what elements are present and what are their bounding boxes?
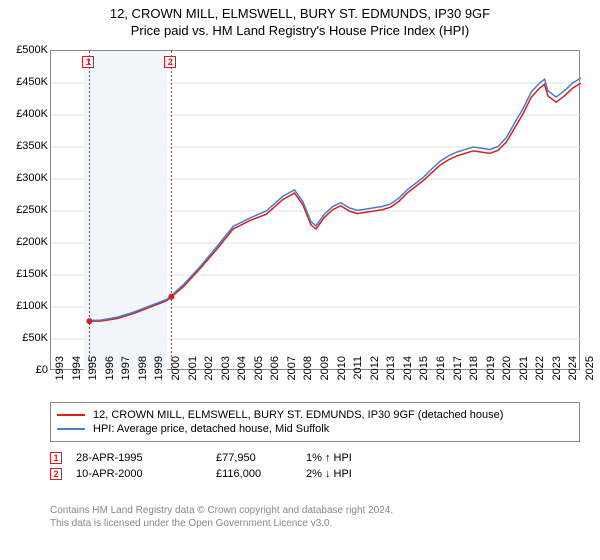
x-tick-label: 2008 <box>302 356 314 386</box>
sale-row-marker: 1 <box>50 452 62 464</box>
y-tick-label: £350K <box>4 140 48 152</box>
x-tick-label: 2005 <box>253 356 265 386</box>
x-tick-label: 2002 <box>203 356 215 386</box>
sale-hpi: 1% ↑ HPI <box>306 452 386 464</box>
legend-swatch <box>57 414 85 416</box>
x-tick-label: 2018 <box>468 356 480 386</box>
x-tick-label: 1995 <box>87 356 99 386</box>
sale-row: 2 10-APR-2000£116,0002% ↓ HPI <box>50 468 580 480</box>
x-tick-label: 2010 <box>336 356 348 386</box>
x-tick-label: 2017 <box>452 356 464 386</box>
x-tick-label: 2007 <box>286 356 298 386</box>
sale-marker-2: 2 <box>164 56 176 68</box>
sale-date: 28-APR-1995 <box>76 452 216 464</box>
y-tick-label: £100K <box>4 300 48 312</box>
sales-table: 1 28-APR-1995£77,9501% ↑ HPI 2 10-APR-2000£… <box>50 448 580 484</box>
y-tick-label: £150K <box>4 268 48 280</box>
y-tick-label: £250K <box>4 204 48 216</box>
x-tick-label: 2000 <box>170 356 182 386</box>
x-tick-label: 2016 <box>435 356 447 386</box>
plot-area <box>50 50 580 370</box>
x-tick-label: 1996 <box>104 356 116 386</box>
x-tick-label: 2014 <box>402 356 414 386</box>
y-tick-label: £450K <box>4 76 48 88</box>
sale-hpi: 2% ↓ HPI <box>306 468 386 480</box>
x-tick-label: 1997 <box>120 356 132 386</box>
x-tick-label: 2012 <box>369 356 381 386</box>
x-tick-label: 1998 <box>137 356 149 386</box>
x-tick-label: 2021 <box>518 356 530 386</box>
x-tick-label: 2015 <box>418 356 430 386</box>
chart-container: 12, CROWN MILL, ELMSWELL, BURY ST. EDMUN… <box>0 0 600 560</box>
sale-row-marker: 2 <box>50 468 62 480</box>
x-tick-label: 2019 <box>485 356 497 386</box>
x-tick-label: 2022 <box>534 356 546 386</box>
x-tick-label: 2009 <box>319 356 331 386</box>
plot-svg <box>51 51 581 371</box>
sale-price: £77,950 <box>216 452 306 464</box>
x-tick-label: 2024 <box>567 356 579 386</box>
y-tick-label: £0 <box>4 364 48 376</box>
x-tick-label: 2025 <box>584 356 596 386</box>
legend-label: 12, CROWN MILL, ELMSWELL, BURY ST. EDMUN… <box>93 409 503 421</box>
y-tick-label: £200K <box>4 236 48 248</box>
x-tick-label: 2013 <box>385 356 397 386</box>
title-subtitle: Price paid vs. HM Land Registry's House … <box>0 23 600 38</box>
y-tick-label: £500K <box>4 44 48 56</box>
footer-line1: Contains HM Land Registry data © Crown c… <box>50 504 580 517</box>
x-tick-label: 2004 <box>236 356 248 386</box>
x-tick-label: 2001 <box>187 356 199 386</box>
x-tick-label: 2006 <box>269 356 281 386</box>
title-address: 12, CROWN MILL, ELMSWELL, BURY ST. EDMUN… <box>0 6 600 21</box>
x-tick-label: 2003 <box>220 356 232 386</box>
sale-price: £116,000 <box>216 468 306 480</box>
legend: 12, CROWN MILL, ELMSWELL, BURY ST. EDMUN… <box>50 402 580 442</box>
x-tick-label: 2023 <box>551 356 563 386</box>
x-tick-label: 1994 <box>71 356 83 386</box>
x-tick-label: 2011 <box>352 356 364 386</box>
sale-date: 10-APR-2000 <box>76 468 216 480</box>
sale-row: 1 28-APR-1995£77,9501% ↑ HPI <box>50 452 580 464</box>
legend-swatch <box>57 428 85 430</box>
y-tick-label: £50K <box>4 332 48 344</box>
y-tick-label: £300K <box>4 172 48 184</box>
footer-line2: This data is licensed under the Open Gov… <box>50 517 580 530</box>
x-tick-label: 1999 <box>153 356 165 386</box>
x-tick-label: 2020 <box>501 356 513 386</box>
x-tick-label: 1993 <box>54 356 66 386</box>
sale-marker-1: 1 <box>82 56 94 68</box>
footer-attribution: Contains HM Land Registry data © Crown c… <box>50 504 580 530</box>
legend-row: 12, CROWN MILL, ELMSWELL, BURY ST. EDMUN… <box>57 409 573 421</box>
legend-row: HPI: Average price, detached house, Mid … <box>57 423 573 435</box>
y-tick-label: £400K <box>4 108 48 120</box>
titles: 12, CROWN MILL, ELMSWELL, BURY ST. EDMUN… <box>0 0 600 38</box>
legend-label: HPI: Average price, detached house, Mid … <box>93 423 329 435</box>
